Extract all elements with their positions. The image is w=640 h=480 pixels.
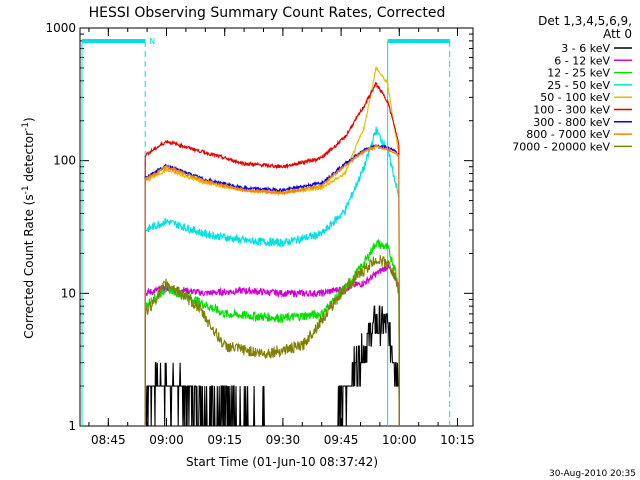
- series-line: [144, 66, 400, 427]
- night-marker-label: N: [149, 37, 155, 46]
- x-axis-label: Start Time (01-Jun-10 08:37:42): [186, 455, 378, 469]
- legend-item-label: 50 - 100 keV: [540, 91, 610, 104]
- y-axis: 1 10 100 1000: [45, 21, 473, 433]
- series-line: [144, 263, 400, 427]
- legend-header-line1: Det 1,3,4,5,6,9,: [538, 14, 632, 28]
- plot-frame: [79, 27, 474, 427]
- series-layer: [144, 66, 400, 427]
- y-axis-label: Corrected Count Rate (s-1 detector-1): [21, 117, 36, 338]
- y-tick-label: 10: [61, 286, 76, 300]
- y-axis-label-mid: detector: [22, 131, 36, 186]
- y-axis-label-end: ): [22, 117, 36, 122]
- legend-item-label: 300 - 800 keV: [533, 116, 610, 129]
- legend-item-label: 6 - 12 keV: [554, 54, 610, 67]
- legend-item-label: 100 - 300 keV: [533, 104, 610, 117]
- x-tick-label: 10:00: [382, 433, 417, 447]
- y-axis-label-main: Corrected Count Rate (s: [22, 194, 36, 338]
- x-tick-label: 09:00: [149, 433, 184, 447]
- series-line: [144, 305, 400, 427]
- chart-title: HESSI Observing Summary Count Rates, Cor…: [89, 5, 446, 21]
- legend-header-line2: Att 0: [603, 27, 632, 41]
- legend-item-label: 3 - 6 keV: [561, 42, 610, 55]
- y-axis-label-sup2: -1: [21, 122, 31, 131]
- legend-item-label: 800 - 7000 keV: [526, 128, 610, 141]
- series-line: [144, 255, 400, 427]
- x-axis: 08:45 09:00 09:15 09:30 09:45 10:00 10:15: [88, 28, 475, 447]
- y-tick-label: 1000: [45, 21, 76, 35]
- series-line: [144, 238, 400, 427]
- legend-item-label: 25 - 50 keV: [547, 79, 610, 92]
- series-line: [144, 143, 400, 427]
- footer-date: 30-Aug-2010 20:35: [549, 469, 636, 479]
- series-line: [144, 126, 400, 427]
- x-tick-label: 08:45: [91, 433, 126, 447]
- x-tick-label: 09:30: [266, 433, 301, 447]
- x-tick-label: 10:15: [440, 433, 475, 447]
- series-line: [144, 81, 400, 427]
- y-tick-label: 100: [53, 154, 76, 168]
- y-axis-label-sup1: -1: [21, 185, 31, 194]
- legend-item-label: 7000 - 20000 keV: [512, 140, 610, 153]
- x-tick-label: 09:45: [324, 433, 359, 447]
- x-tick-label: 09:15: [207, 433, 242, 447]
- series-line: [144, 144, 400, 427]
- legend-item-label: 12 - 25 keV: [547, 67, 610, 80]
- y-tick-label: 1: [68, 419, 76, 433]
